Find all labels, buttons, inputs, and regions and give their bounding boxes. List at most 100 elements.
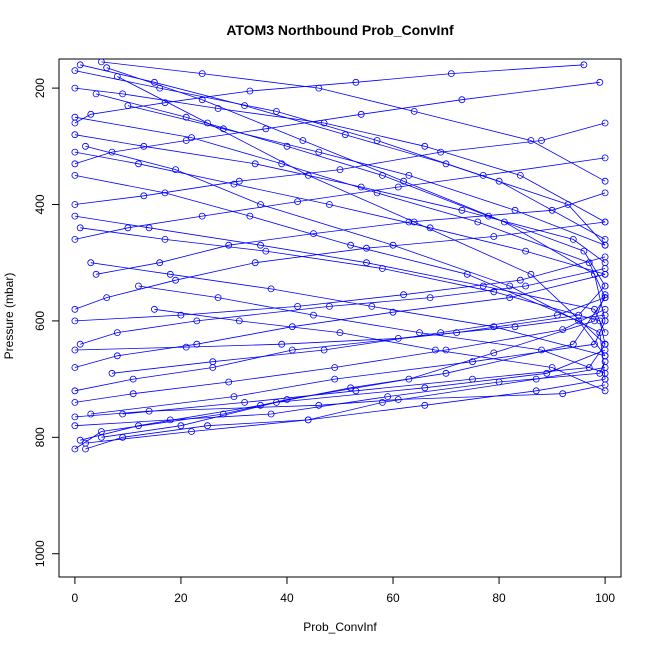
data-point — [156, 84, 164, 92]
data-point — [320, 119, 328, 127]
profile-line — [90, 320, 606, 415]
data-point — [479, 282, 487, 290]
data-point — [182, 113, 190, 121]
data-point — [304, 416, 312, 424]
data-point — [71, 413, 79, 421]
data-point — [336, 329, 344, 337]
data-point — [320, 346, 328, 354]
data-point — [82, 439, 89, 447]
data-point — [193, 340, 201, 348]
data-point — [363, 259, 370, 267]
data-point — [394, 334, 402, 342]
data-point — [246, 87, 254, 95]
profile-line — [74, 256, 606, 322]
data-point — [119, 90, 126, 98]
data-point — [315, 401, 323, 409]
data-point — [235, 177, 243, 185]
data-point — [336, 166, 344, 174]
data-point — [177, 422, 185, 430]
profile-series — [71, 67, 609, 243]
data-point — [315, 84, 323, 92]
data-point — [161, 235, 169, 243]
data-point — [469, 375, 476, 383]
data-point — [124, 102, 132, 109]
data-point — [204, 422, 211, 430]
profile-line — [127, 105, 606, 246]
profile-line — [154, 308, 606, 392]
data-point — [230, 393, 238, 401]
data-point — [580, 247, 588, 255]
data-point — [554, 311, 561, 319]
data-point — [490, 233, 498, 240]
profile-series — [82, 375, 609, 447]
profile-series — [76, 224, 609, 348]
x-tick-label: 40 — [280, 591, 294, 605]
profile-series — [92, 189, 609, 278]
profile-line — [74, 314, 606, 351]
data-point — [437, 329, 445, 337]
data-point — [601, 340, 609, 348]
data-point — [225, 241, 233, 249]
data-point — [596, 369, 604, 377]
profile-line — [117, 76, 606, 345]
data-point — [113, 329, 121, 337]
data-point — [278, 160, 286, 168]
profile-line — [101, 61, 606, 182]
data-point — [71, 201, 79, 208]
data-point — [161, 189, 169, 197]
data-point — [601, 235, 609, 243]
data-point — [373, 189, 381, 197]
data-point — [92, 90, 100, 98]
y-tick-label: 200 — [33, 78, 47, 98]
profile-series — [71, 212, 609, 337]
data-point — [357, 110, 365, 118]
data-point — [294, 198, 302, 206]
data-point — [442, 346, 450, 354]
data-point — [166, 416, 174, 424]
data-point — [71, 364, 79, 371]
data-point — [294, 302, 302, 310]
profile-line — [122, 343, 606, 415]
data-point — [251, 160, 259, 168]
data-point — [246, 212, 254, 220]
data-point — [325, 201, 333, 208]
data-point — [601, 177, 609, 185]
profile-line — [74, 64, 584, 124]
profile-series — [82, 142, 609, 383]
data-point — [140, 142, 148, 150]
data-point — [538, 137, 545, 144]
data-point — [405, 171, 413, 179]
data-point — [98, 59, 105, 66]
data-point — [71, 398, 79, 406]
data-point — [580, 61, 588, 69]
data-point — [71, 445, 79, 453]
x-tick-label: 60 — [386, 591, 400, 605]
profile-line — [74, 221, 606, 310]
data-point — [135, 422, 142, 430]
profile-series — [71, 171, 609, 360]
x-axis-label: Prob_ConvInf — [303, 620, 377, 634]
profile-series — [76, 294, 609, 444]
data-point — [140, 192, 148, 200]
data-point — [71, 387, 79, 395]
data-point — [458, 96, 466, 104]
profile-line — [74, 151, 606, 275]
data-point — [564, 201, 572, 208]
data-point — [357, 183, 365, 191]
data-point — [198, 212, 206, 220]
profile-line — [74, 81, 600, 165]
data-point — [71, 346, 79, 354]
profile-series — [71, 131, 609, 267]
profile-line — [74, 215, 606, 333]
chart-title: ATOM3 Northbound Prob_ConvInf — [226, 22, 454, 38]
data-point — [421, 401, 429, 409]
profile-series — [98, 346, 609, 441]
data-point — [71, 113, 79, 121]
data-point — [310, 311, 317, 319]
data-point — [400, 177, 408, 185]
data-point — [352, 387, 360, 395]
profile-series — [92, 90, 609, 290]
data-point — [569, 235, 577, 243]
data-point — [538, 346, 545, 354]
data-point — [378, 171, 386, 179]
